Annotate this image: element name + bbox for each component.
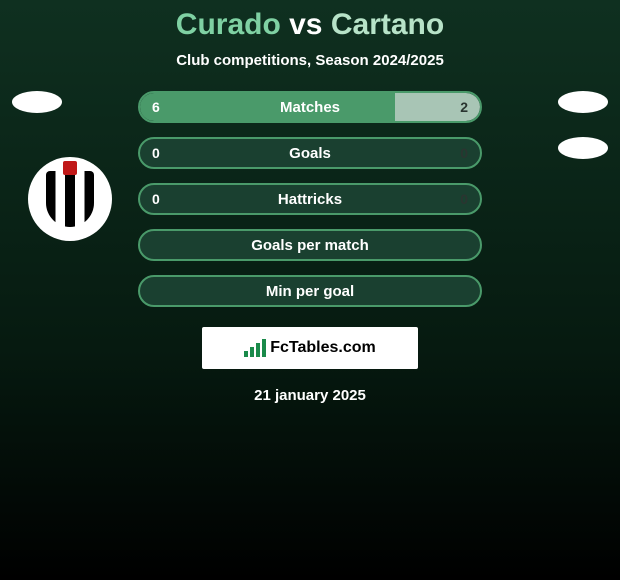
stat-row-gpm: Goals per match	[138, 229, 482, 261]
player2-name: Cartano	[331, 8, 444, 41]
stat-bars: 6 Matches 2 0 Goals 0 0 Hattricks 0 Goal…	[0, 91, 620, 307]
widget-root: Curado vs Cartano Club competitions, Sea…	[0, 0, 620, 404]
date-label: 21 january 2025	[0, 387, 620, 404]
right-value: 0	[460, 191, 468, 207]
subtitle: Club competitions, Season 2024/2025	[0, 52, 620, 69]
watermark-text: FcTables.com	[270, 339, 376, 357]
stat-label: Matches	[140, 99, 480, 116]
vs-text: vs	[289, 8, 322, 41]
left-value: 0	[152, 145, 160, 161]
stat-row-matches: 6 Matches 2	[138, 91, 482, 123]
stat-row-goals: 0 Goals 0	[138, 137, 482, 169]
player1-name: Curado	[176, 8, 281, 41]
team-placeholder-icon	[558, 91, 608, 113]
stat-label: Goals per match	[140, 237, 480, 254]
stat-label: Hattricks	[140, 191, 480, 208]
comparison-title: Curado vs Cartano	[0, 8, 620, 42]
team-placeholder-icon	[12, 91, 62, 113]
left-value: 0	[152, 191, 160, 207]
stat-label: Goals	[140, 145, 480, 162]
watermark-badge: FcTables.com	[202, 327, 418, 369]
stat-row-hattricks: 0 Hattricks 0	[138, 183, 482, 215]
bar-chart-icon	[244, 339, 266, 357]
stat-row-mpg: Min per goal	[138, 275, 482, 307]
left-value: 6	[152, 99, 160, 115]
right-value: 0	[460, 145, 468, 161]
right-value: 2	[460, 99, 468, 115]
club-badge	[28, 157, 112, 241]
team-placeholder-icon	[558, 137, 608, 159]
stat-label: Min per goal	[140, 283, 480, 300]
shield-icon	[46, 171, 94, 227]
